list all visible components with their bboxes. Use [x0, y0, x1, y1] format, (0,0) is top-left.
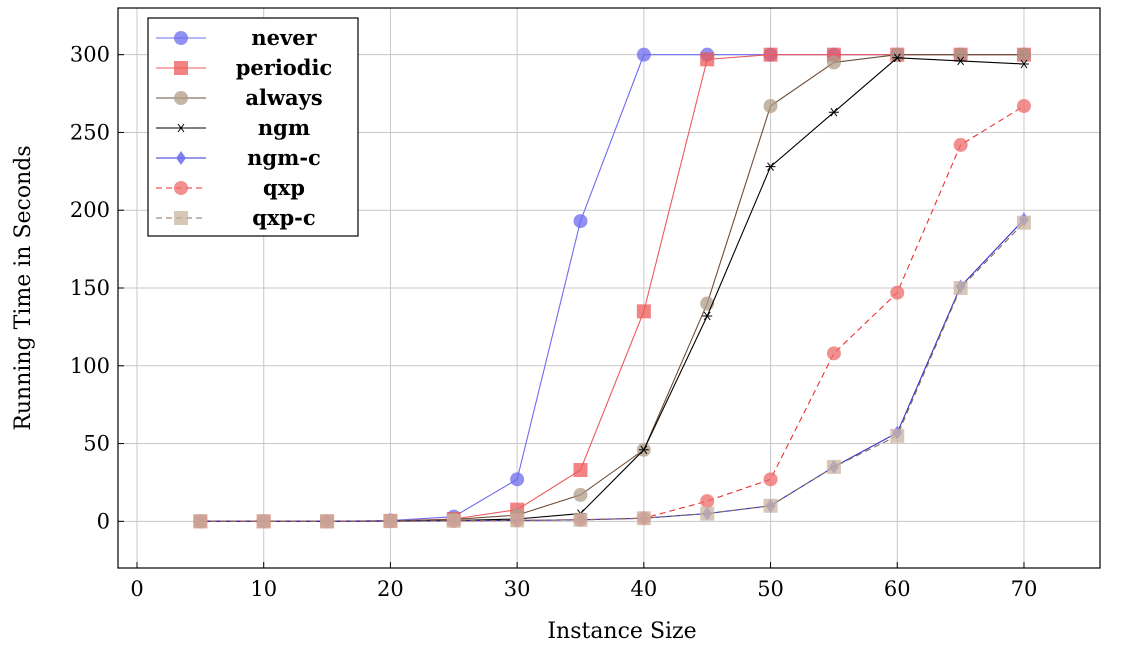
- data-point-qxp: [763, 472, 778, 487]
- data-point-always: [573, 487, 588, 502]
- legend-marker: [176, 123, 186, 133]
- data-point-qxp-c: [573, 512, 588, 527]
- legend-label: always: [245, 85, 322, 110]
- x-tick-label: 40: [630, 577, 657, 601]
- x-tick-label: 60: [884, 577, 911, 601]
- data-point-periodic: [573, 463, 588, 477]
- series-line-qxp-c: [200, 222, 1025, 522]
- data-point-qxp: [826, 346, 841, 361]
- legend-item-never: never: [156, 25, 318, 50]
- data-point-qxp-c: [193, 514, 208, 529]
- data-point-periodic: [636, 304, 651, 319]
- data-point-always: [763, 99, 778, 113]
- data-point-qxp: [890, 285, 905, 300]
- data-point-ngm: [892, 53, 903, 63]
- data-point-ngm: [1018, 59, 1029, 69]
- series-qxp-c: [193, 215, 1031, 529]
- y-axis-label: Running Time in Seconds: [11, 145, 36, 430]
- legend-label: qxp: [263, 175, 305, 200]
- data-point-ngm: [638, 445, 649, 455]
- data-point-qxp-c: [953, 281, 968, 295]
- data-point-always: [953, 47, 968, 62]
- series-layer: [193, 47, 1031, 529]
- legend-item-ngm-c: ngm-c: [156, 145, 321, 170]
- series-line-ngm-c: [200, 219, 1025, 522]
- x-tick-label: 50: [757, 577, 784, 601]
- data-point-always: [1016, 47, 1031, 62]
- data-point-periodic: [763, 47, 778, 62]
- legend-label: ngm-c: [247, 145, 321, 170]
- legend: never periodic always ngm ngm-c qxp qxp-c: [147, 17, 359, 237]
- data-point-qxp-c: [510, 513, 525, 528]
- legend-label: periodic: [236, 55, 333, 80]
- data-point-qxp: [700, 494, 715, 509]
- legend-marker: [174, 211, 188, 225]
- x-tick-label: 70: [1011, 577, 1038, 601]
- y-tick-label: 100: [70, 354, 110, 378]
- legend-marker: [174, 61, 188, 75]
- data-point-ngm: [955, 56, 966, 66]
- legend-marker: [176, 151, 186, 165]
- legend-label: never: [251, 25, 317, 50]
- x-tick-label: 20: [377, 577, 404, 601]
- data-point-never: [510, 472, 525, 487]
- data-point-qxp-c: [320, 514, 335, 529]
- legend-marker: [174, 181, 188, 195]
- data-point-qxp-c: [826, 459, 841, 474]
- tick-labels: 0 10 20 30 40 50 60 70 0 50 100 150 200 250 300: [70, 43, 1037, 601]
- legend-item-qxp-c: qxp-c: [156, 205, 316, 230]
- legend-marker: [174, 31, 188, 45]
- legend-item-always: always: [156, 85, 323, 110]
- data-point-ngm: [765, 162, 776, 171]
- data-point-qxp-c: [1016, 215, 1031, 230]
- data-point-qxp: [953, 137, 968, 152]
- data-point-always: [890, 47, 905, 62]
- data-point-never: [573, 214, 588, 229]
- data-point-qxp-c: [700, 506, 715, 521]
- data-point-qxp-c: [256, 514, 271, 529]
- data-point-qxp-c: [383, 514, 398, 529]
- legend-box: [147, 17, 359, 237]
- data-point-never: [636, 47, 651, 62]
- legend-label: qxp-c: [252, 205, 315, 230]
- x-axis-label: Instance Size: [547, 619, 696, 644]
- legend-item-qxp: qxp: [156, 175, 305, 200]
- data-point-ngm: [702, 311, 713, 321]
- y-tick-label: 150: [70, 276, 110, 300]
- data-point-qxp-c: [446, 513, 461, 528]
- y-tick-label: 200: [70, 198, 110, 222]
- x-tick-label: 30: [504, 577, 531, 601]
- y-tick-label: 250: [70, 120, 110, 144]
- legend-item-ngm: ngm: [156, 115, 310, 140]
- data-point-ngm: [828, 107, 839, 117]
- legend-label: ngm: [258, 115, 310, 140]
- data-point-qxp-c: [763, 498, 778, 513]
- plot-frame: [117, 7, 1101, 569]
- y-tick-label: 50: [83, 432, 110, 456]
- x-tick-label: 0: [130, 577, 143, 601]
- legend-item-periodic: periodic: [156, 55, 332, 80]
- data-point-qxp-c: [890, 428, 905, 443]
- data-point-qxp: [1016, 99, 1031, 113]
- legend-marker: [174, 91, 188, 105]
- x-tick-label: 10: [250, 577, 277, 601]
- y-tick-label: 300: [70, 43, 110, 67]
- y-tick-label: 0: [97, 509, 110, 533]
- data-point-periodic: [700, 52, 715, 67]
- data-point-always: [826, 55, 841, 70]
- data-point-qxp-c: [636, 511, 651, 526]
